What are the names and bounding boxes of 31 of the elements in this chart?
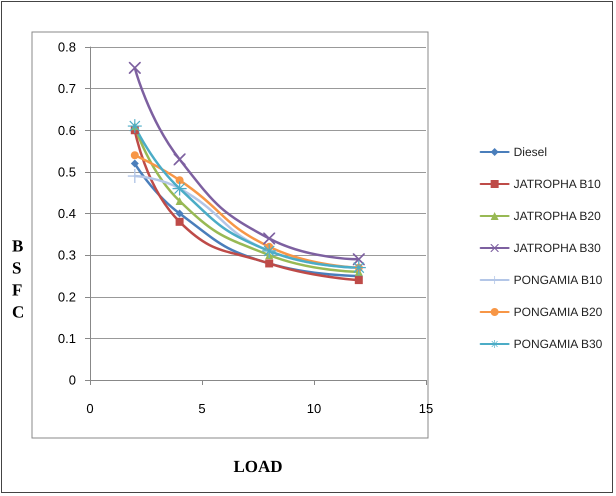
x-tick-label: 15 bbox=[418, 401, 434, 416]
y-tick-label: 0.5 bbox=[58, 164, 76, 180]
point bbox=[128, 119, 142, 134]
point bbox=[128, 169, 142, 184]
y-tick-label: 0.3 bbox=[58, 248, 76, 263]
point bbox=[130, 160, 139, 168]
x-axis-title: LOAD bbox=[233, 457, 283, 476]
y-tick-label: 0.4 bbox=[58, 206, 76, 221]
legend-label: Diesel bbox=[514, 145, 547, 159]
legend-label: JATROPHA B10 bbox=[514, 177, 602, 191]
x-tick-label: 10 bbox=[306, 401, 322, 416]
point bbox=[176, 218, 184, 226]
legend-label: JATROPHA B20 bbox=[514, 209, 602, 223]
legend-label: PONGAMIA B10 bbox=[514, 273, 603, 287]
y-tick-label: 0.1 bbox=[58, 330, 76, 346]
legend-label: JATROPHA B30 bbox=[514, 241, 602, 255]
point bbox=[176, 176, 184, 184]
x-tick-label: 0 bbox=[86, 401, 94, 416]
y-tick-label: 0.8 bbox=[58, 40, 76, 54]
x-tick-label: 5 bbox=[198, 401, 206, 416]
legend-label: PONGAMIA B30 bbox=[514, 337, 603, 351]
y-axis-title: BSFC bbox=[12, 236, 24, 322]
point bbox=[130, 151, 139, 160]
point bbox=[176, 210, 184, 218]
point bbox=[128, 62, 141, 74]
y-tick-label: 0.7 bbox=[58, 81, 76, 96]
y-tick-label: 0.2 bbox=[58, 289, 76, 304]
point bbox=[354, 276, 363, 284]
y-tick-label: 0 bbox=[68, 372, 76, 388]
y-tick-label: 0.6 bbox=[58, 122, 76, 138]
legend-label: PONGAMIA B20 bbox=[514, 305, 603, 319]
